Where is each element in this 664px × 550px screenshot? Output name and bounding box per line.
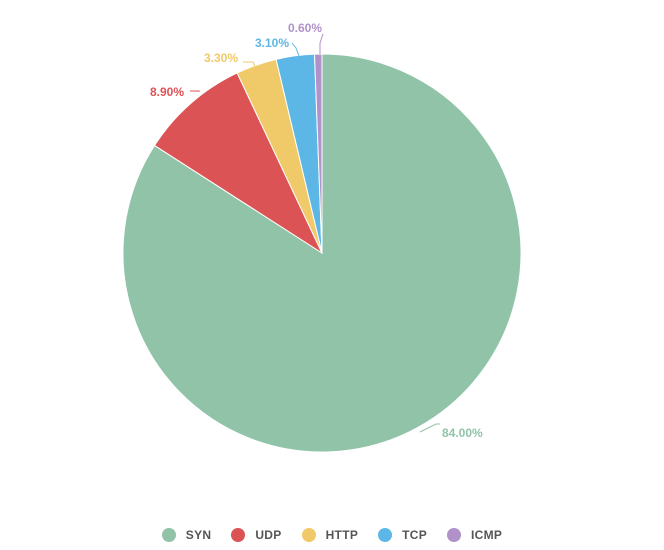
legend-label-syn: SYN bbox=[185, 528, 212, 542]
legend-marker-syn bbox=[161, 528, 176, 542]
legend-label-tcp: TCP bbox=[402, 528, 428, 542]
legend-item-http[interactable]: HTTP bbox=[301, 528, 359, 542]
leader-line-tcp bbox=[291, 42, 300, 57]
pie-slice-icmp[interactable] bbox=[313, 53, 323, 254]
data-label-http: 3.30% bbox=[204, 51, 238, 65]
legend-label-http: HTTP bbox=[325, 528, 359, 542]
legend-marker-icmp bbox=[447, 528, 462, 542]
legend-item-udp[interactable]: UDP bbox=[231, 528, 281, 542]
legend-item-tcp[interactable]: TCP bbox=[378, 528, 427, 542]
data-label-syn: 84.00% bbox=[442, 426, 483, 440]
legend-item-icmp[interactable]: ICMP bbox=[447, 528, 502, 542]
legend-item-syn[interactable]: SYN bbox=[161, 528, 212, 542]
data-label-udp: 8.90% bbox=[150, 85, 184, 99]
slice-labels: 84.00% 8.90% 3.30% 3.10%0.60% bbox=[150, 21, 483, 440]
data-label-tcp: 3.10% bbox=[255, 36, 289, 50]
leader-line-http bbox=[243, 61, 256, 67]
leader-line-udp bbox=[190, 90, 200, 92]
pie-chart: 84.00% 8.90% 3.30% 3.10%0.60% bbox=[122, 21, 522, 453]
pie-slice-udp[interactable] bbox=[153, 72, 324, 255]
pie-slice-syn[interactable] bbox=[122, 53, 522, 453]
legend-marker-tcp bbox=[378, 528, 393, 542]
legend-marker-udp bbox=[231, 528, 246, 542]
legend: SYN UDP HTTP TCP ICMP bbox=[0, 524, 664, 546]
pie-slices bbox=[122, 53, 522, 453]
leader-line-syn bbox=[419, 423, 440, 433]
legend-marker-http bbox=[301, 528, 316, 542]
leader-line-icmp bbox=[319, 33, 324, 54]
legend-label-udp: UDP bbox=[255, 528, 282, 542]
legend-label-icmp: ICMP bbox=[471, 528, 503, 542]
label-leader-lines bbox=[190, 33, 440, 433]
data-label-icmp: 0.60% bbox=[288, 21, 322, 35]
